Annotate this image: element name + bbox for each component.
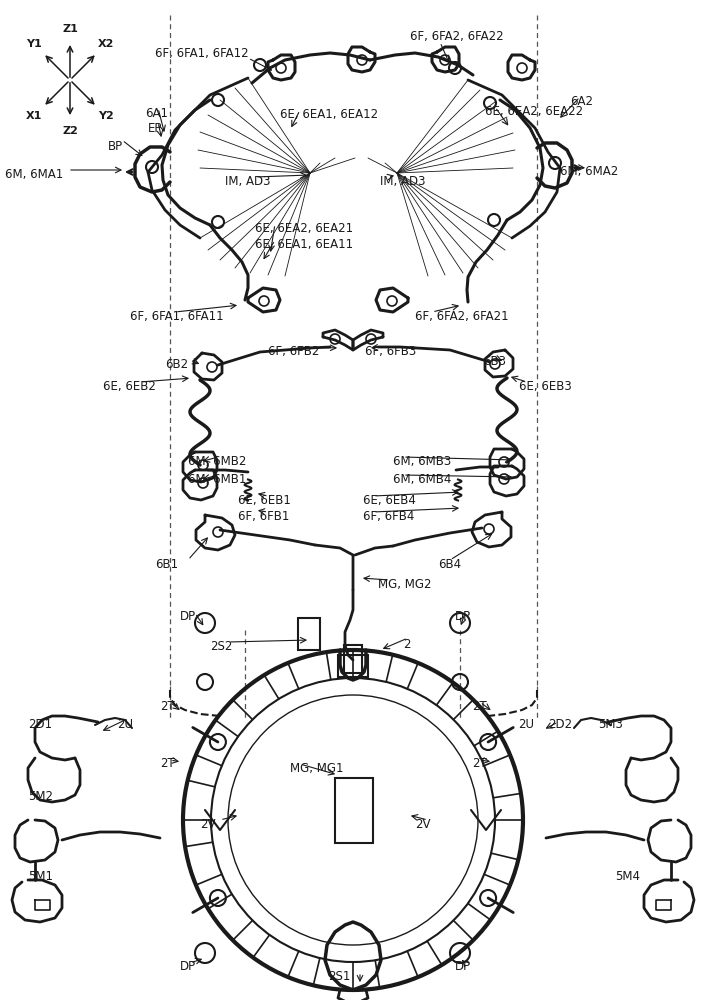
Text: 6F, 6FA2, 6FA21: 6F, 6FA2, 6FA21 <box>415 310 509 323</box>
Text: 6B3: 6B3 <box>483 355 506 368</box>
Text: DP: DP <box>455 610 471 623</box>
Text: DP: DP <box>180 610 196 623</box>
Text: 6F, 6FB4: 6F, 6FB4 <box>363 510 414 523</box>
Text: Y1: Y1 <box>26 39 41 49</box>
Text: 2S1: 2S1 <box>328 970 350 983</box>
Text: 6E, 6EA2, 6EA22: 6E, 6EA2, 6EA22 <box>485 105 583 118</box>
Text: 6F, 6FA2, 6FA22: 6F, 6FA2, 6FA22 <box>410 30 503 43</box>
Text: 2T: 2T <box>472 700 486 713</box>
Text: 2V: 2V <box>200 818 216 831</box>
Bar <box>335 778 373 843</box>
Text: 6A1: 6A1 <box>145 107 168 120</box>
Text: 2T: 2T <box>160 757 175 770</box>
Bar <box>338 655 368 677</box>
Text: BP: BP <box>108 140 123 153</box>
Text: 6F, 6FB3: 6F, 6FB3 <box>365 345 416 358</box>
Text: 2: 2 <box>403 638 411 651</box>
Text: 6B2: 6B2 <box>165 358 188 371</box>
Text: 6B4: 6B4 <box>438 558 461 571</box>
Text: DP: DP <box>455 960 471 973</box>
Bar <box>344 645 362 673</box>
Text: 6E, 6EB2: 6E, 6EB2 <box>103 380 156 393</box>
Text: 5M4: 5M4 <box>615 870 640 883</box>
Text: 6B1: 6B1 <box>155 558 178 571</box>
Text: IM, AD3: IM, AD3 <box>380 175 425 188</box>
Text: X1: X1 <box>25 111 42 121</box>
Text: 2U: 2U <box>117 718 133 731</box>
Text: 6E, 6EA2, 6EA21: 6E, 6EA2, 6EA21 <box>255 222 353 235</box>
Text: 2T: 2T <box>160 700 175 713</box>
Text: Z1: Z1 <box>62 24 78 34</box>
Text: Z2: Z2 <box>62 126 78 136</box>
Text: 6A2: 6A2 <box>570 95 593 108</box>
Text: X2: X2 <box>98 39 115 49</box>
Text: 6M, 6MB2: 6M, 6MB2 <box>188 455 246 468</box>
Text: 6F, 6FA1, 6FA11: 6F, 6FA1, 6FA11 <box>130 310 224 323</box>
Bar <box>298 618 320 650</box>
Text: 6M, 6MA1: 6M, 6MA1 <box>5 168 63 181</box>
Text: DP: DP <box>180 960 196 973</box>
Text: EP: EP <box>148 122 162 135</box>
Text: 2D2: 2D2 <box>548 718 572 731</box>
Text: 6E, 6EB4: 6E, 6EB4 <box>363 494 416 507</box>
Text: 6F, 6FB2: 6F, 6FB2 <box>268 345 319 358</box>
Text: 6M, 6MB3: 6M, 6MB3 <box>393 455 451 468</box>
Text: 5M1: 5M1 <box>28 870 53 883</box>
Text: IM, AD3: IM, AD3 <box>225 175 271 188</box>
Text: 6M, 6MA2: 6M, 6MA2 <box>560 165 618 178</box>
Text: 2T: 2T <box>472 757 486 770</box>
Text: 2D1: 2D1 <box>28 718 52 731</box>
Text: 6E, 6EB3: 6E, 6EB3 <box>519 380 572 393</box>
Text: 6M, 6MB4: 6M, 6MB4 <box>393 473 451 486</box>
Text: 6E, 6EA1, 6EA12: 6E, 6EA1, 6EA12 <box>280 108 378 121</box>
Text: 5M2: 5M2 <box>28 790 53 803</box>
Text: 2U: 2U <box>518 718 534 731</box>
Text: 6E, 6EB1: 6E, 6EB1 <box>238 494 291 507</box>
Text: Y2: Y2 <box>98 111 114 121</box>
Text: MG, MG2: MG, MG2 <box>378 578 432 591</box>
Text: 5M3: 5M3 <box>598 718 623 731</box>
Text: 6E, 6EA1, 6EA11: 6E, 6EA1, 6EA11 <box>255 238 353 251</box>
Text: MG, MG1: MG, MG1 <box>290 762 344 775</box>
Text: 2S2: 2S2 <box>210 640 233 653</box>
Text: 2V: 2V <box>415 818 430 831</box>
Text: 6F, 6FA1, 6FA12: 6F, 6FA1, 6FA12 <box>155 47 249 60</box>
Text: 6M, 6MB1: 6M, 6MB1 <box>188 473 246 486</box>
Text: 6F, 6FB1: 6F, 6FB1 <box>238 510 290 523</box>
